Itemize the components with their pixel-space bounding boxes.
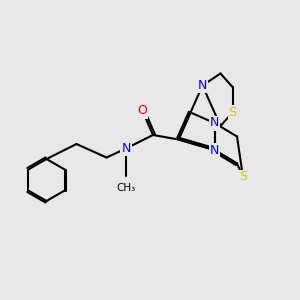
- Text: N: N: [198, 79, 207, 92]
- Text: S: S: [239, 170, 247, 184]
- Text: S: S: [229, 106, 236, 119]
- Text: N: N: [210, 116, 219, 130]
- Text: N: N: [121, 142, 131, 155]
- Text: N: N: [210, 143, 219, 157]
- Text: CH₃: CH₃: [116, 183, 136, 193]
- Text: O: O: [138, 104, 147, 118]
